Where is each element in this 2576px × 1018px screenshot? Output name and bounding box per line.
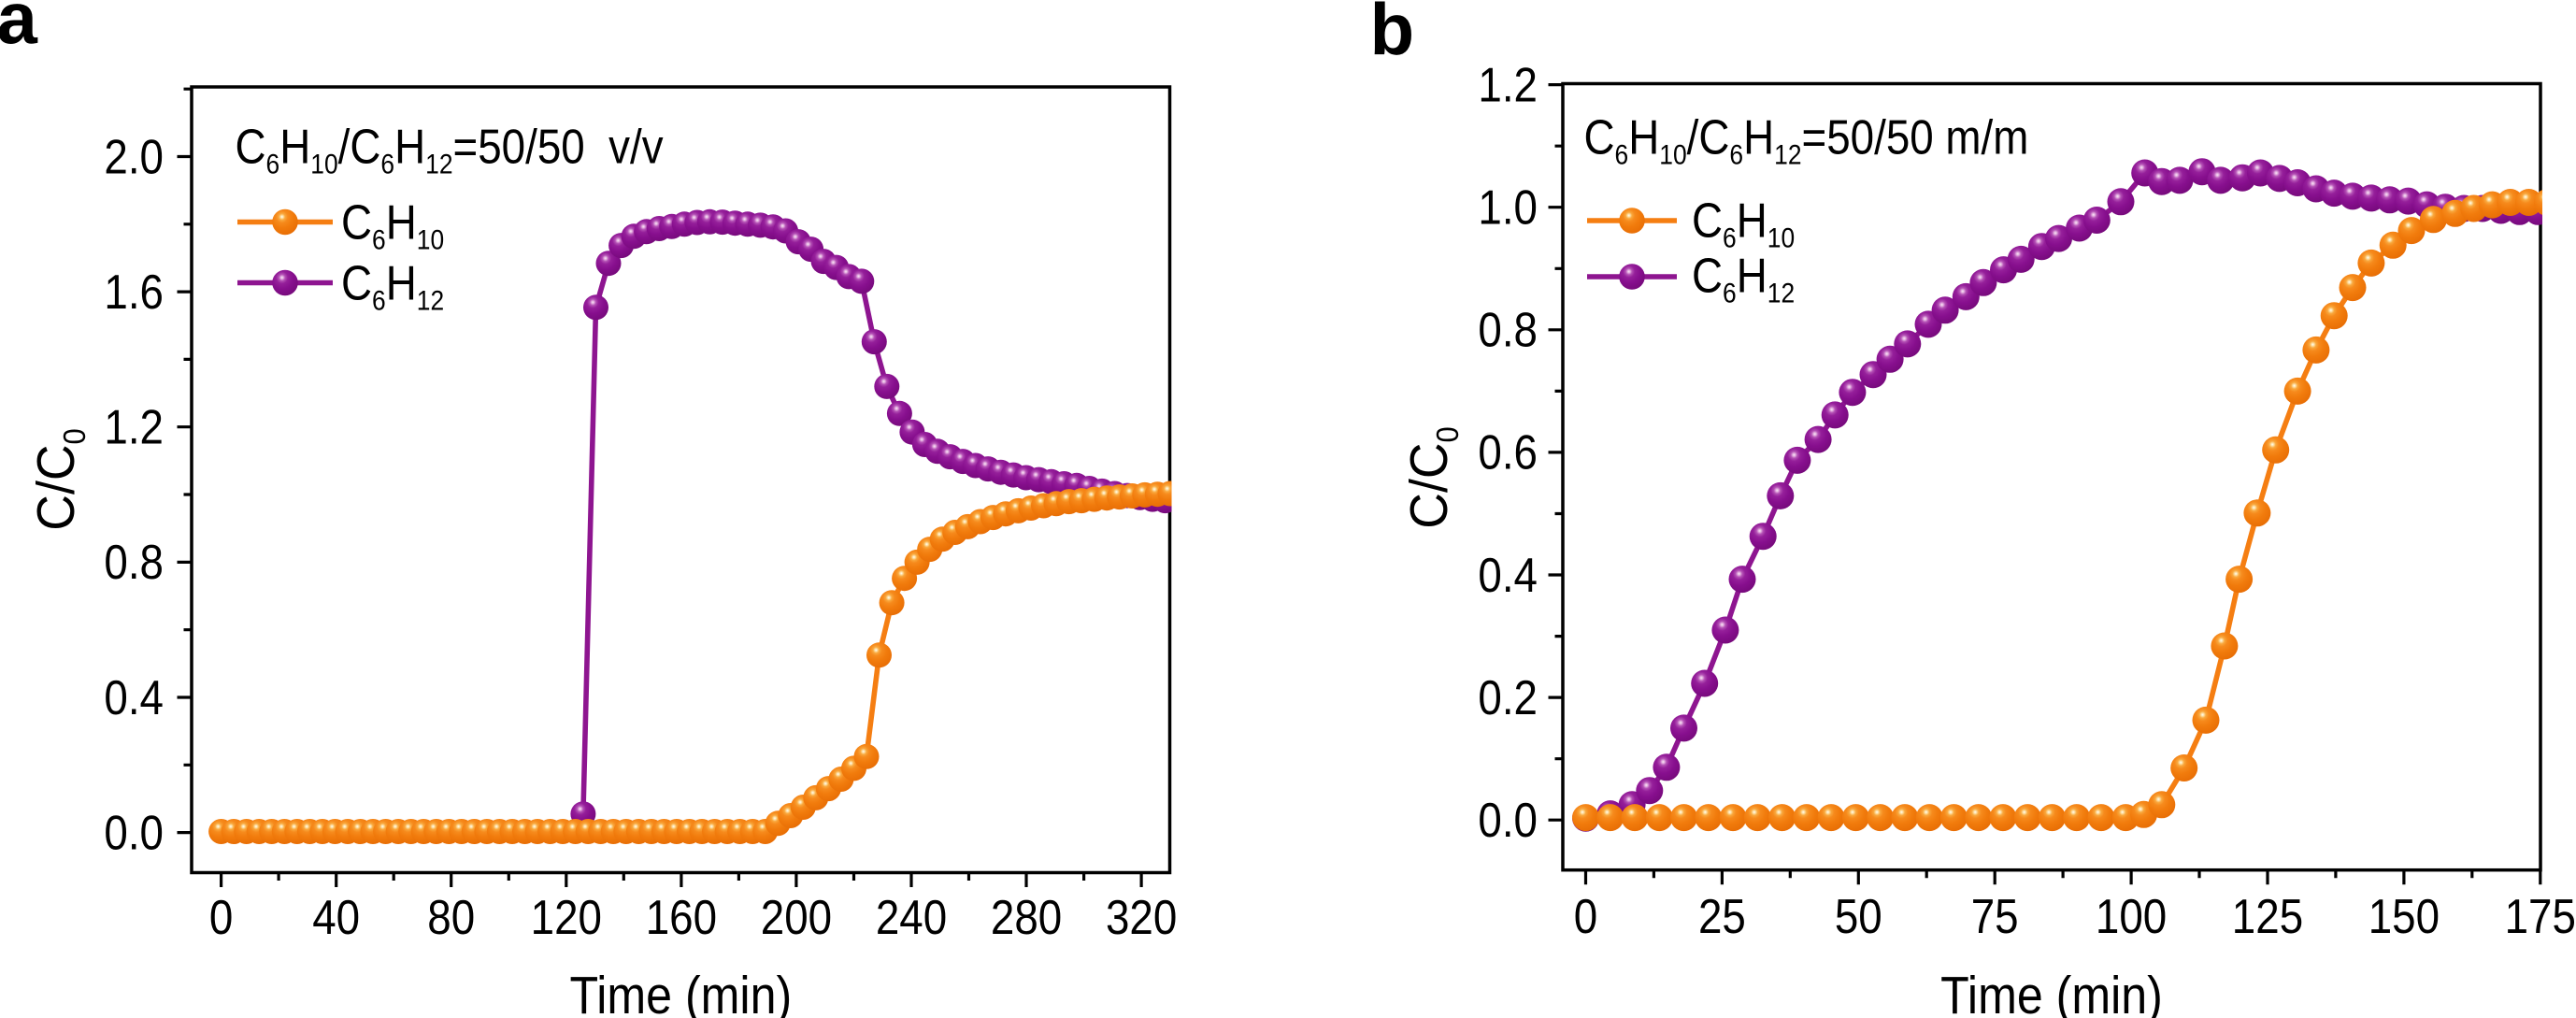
svg-text:0.6: 0.6 <box>1478 426 1538 480</box>
svg-text:100: 100 <box>2096 890 2167 943</box>
svg-text:0.0: 0.0 <box>1478 794 1538 847</box>
svg-text:b: b <box>1370 0 1415 70</box>
svg-text:C6H10: C6H10 <box>1692 194 1795 253</box>
svg-text:0.2: 0.2 <box>1478 671 1538 724</box>
svg-text:40: 40 <box>312 891 360 944</box>
svg-text:160: 160 <box>646 891 717 944</box>
svg-text:120: 120 <box>531 891 602 944</box>
svg-text:125: 125 <box>2232 890 2303 943</box>
svg-text:0.4: 0.4 <box>104 671 164 724</box>
svg-text:50: 50 <box>1835 890 1882 943</box>
svg-text:Time (min): Time (min) <box>569 966 792 1018</box>
svg-text:a: a <box>0 0 38 59</box>
svg-text:C6H10: C6H10 <box>341 196 444 255</box>
svg-text:1.0: 1.0 <box>1478 181 1538 235</box>
svg-text:200: 200 <box>761 891 832 944</box>
svg-text:C6H10/C6H12=50/50 v/v: C6H10/C6H12=50/50 v/v <box>236 121 665 179</box>
svg-text:150: 150 <box>2368 890 2440 943</box>
svg-text:280: 280 <box>991 891 1062 944</box>
svg-text:1.2: 1.2 <box>104 401 164 454</box>
svg-text:80: 80 <box>427 891 475 944</box>
svg-text:1.2: 1.2 <box>1478 59 1538 112</box>
svg-text:C/C0: C/C0 <box>25 428 92 530</box>
svg-text:1.6: 1.6 <box>104 265 164 319</box>
svg-text:C6H12: C6H12 <box>1692 250 1795 308</box>
svg-text:C6H12: C6H12 <box>341 257 444 316</box>
svg-text:240: 240 <box>876 891 947 944</box>
svg-text:0.0: 0.0 <box>104 807 164 860</box>
svg-text:C6H10/C6H12=50/50 m/m: C6H10/C6H12=50/50 m/m <box>1584 111 2029 170</box>
svg-text:0: 0 <box>209 891 233 944</box>
svg-text:0.4: 0.4 <box>1478 549 1538 602</box>
svg-text:75: 75 <box>1971 890 2019 943</box>
svg-text:C/C0: C/C0 <box>1398 426 1465 528</box>
svg-text:320: 320 <box>1106 891 1177 944</box>
svg-text:0.8: 0.8 <box>104 537 164 590</box>
svg-text:175: 175 <box>2505 890 2576 943</box>
svg-text:0.8: 0.8 <box>1478 304 1538 357</box>
svg-text:0: 0 <box>1574 890 1597 943</box>
svg-text:25: 25 <box>1698 890 1746 943</box>
svg-text:2.0: 2.0 <box>104 131 164 184</box>
svg-text:Time (min): Time (min) <box>1940 966 2163 1018</box>
